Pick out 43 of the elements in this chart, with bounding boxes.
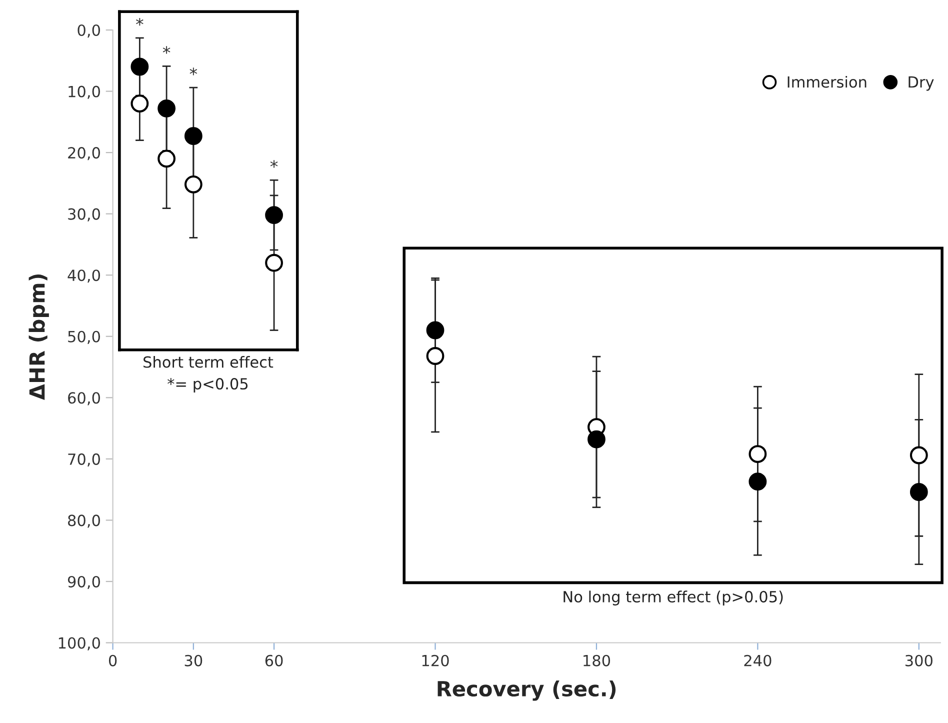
point: [426, 321, 444, 340]
y-axis-title: ΔHR (bpm): [28, 274, 49, 400]
x-axis-title: Recovery (sec.): [438, 680, 616, 701]
point: [588, 430, 606, 448]
x-tick-label: 60: [265, 654, 283, 666]
y-tick-label: 70,0: [68, 453, 100, 467]
y-tick-label: 40,0: [68, 270, 100, 283]
point: [910, 483, 928, 501]
point: [426, 347, 444, 365]
point: [748, 445, 767, 463]
y-tick-label: 50,0: [68, 330, 100, 344]
annotation: *: [270, 160, 278, 168]
point: [130, 94, 149, 112]
y-tick-label: 20,0: [68, 147, 100, 160]
point: [130, 58, 149, 76]
y-tick-label: 10,0: [68, 86, 100, 99]
point: [265, 254, 283, 272]
annotation: *: [162, 46, 170, 54]
x-tick-label: 180: [584, 654, 610, 666]
legend-label: Immersion: [788, 76, 866, 88]
annotation: No long term effect (p>0.05): [564, 590, 783, 606]
x-tick-label: 300: [906, 654, 932, 666]
annotation: Short term effect *= p<0.05: [144, 356, 274, 393]
y-tick-label: 0,0: [78, 24, 100, 38]
point: [184, 127, 202, 145]
point: [158, 150, 176, 168]
legend-label: Dry: [908, 76, 934, 91]
y-tick-label: 100,0: [58, 637, 100, 650]
point: [910, 446, 928, 464]
x-tick-label: 240: [744, 654, 772, 666]
y-tick-label: 60,0: [68, 392, 100, 406]
x-tick-label: 0: [108, 654, 117, 666]
x-tick-label: 30: [184, 654, 202, 666]
y-tick-label: 80,0: [68, 514, 100, 528]
annotation: *: [136, 18, 144, 26]
point: [265, 206, 283, 224]
y-tick-label: 30,0: [68, 208, 100, 222]
y-tick-label: 90,0: [68, 576, 100, 590]
point: [748, 472, 767, 491]
annotation: *: [190, 68, 198, 76]
point: [184, 175, 202, 194]
point: [158, 99, 176, 118]
x-tick-label: 120: [422, 654, 449, 666]
